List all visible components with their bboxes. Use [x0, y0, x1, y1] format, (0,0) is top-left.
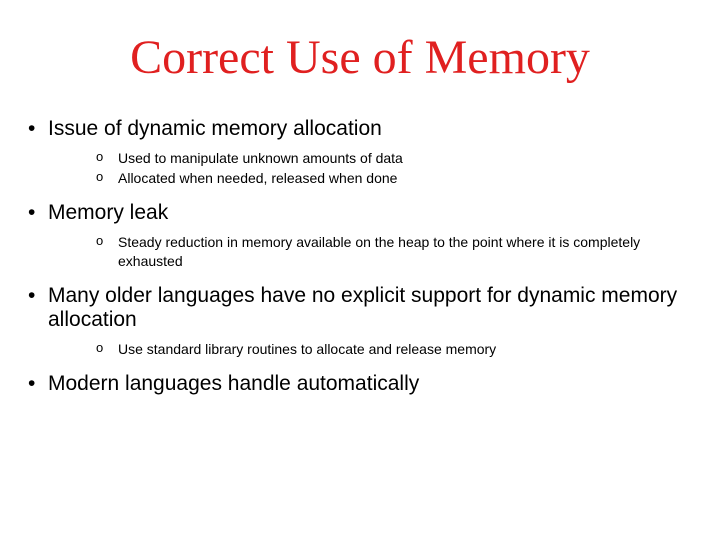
bullet-item: Many older languages have no explicit su… [20, 284, 700, 358]
bullet-item: Issue of dynamic memory allocation Used … [20, 117, 700, 187]
bullet-text: Memory leak [48, 201, 168, 224]
bullet-list: Issue of dynamic memory allocation Used … [20, 117, 700, 396]
sub-bullet-item: Allocated when needed, released when don… [48, 169, 700, 187]
sub-bullet-item: Use standard library routines to allocat… [48, 340, 700, 358]
bullet-item: Modern languages handle automatically [20, 372, 700, 396]
sub-bullet-list: Use standard library routines to allocat… [48, 340, 700, 358]
sub-bullet-list: Used to manipulate unknown amounts of da… [48, 149, 700, 187]
bullet-text: Many older languages have no explicit su… [48, 284, 677, 331]
bullet-text: Issue of dynamic memory allocation [48, 117, 382, 140]
slide-title: Correct Use of Memory [20, 30, 700, 85]
sub-bullet-item: Steady reduction in memory available on … [48, 233, 700, 269]
bullet-text: Modern languages handle automatically [48, 372, 419, 395]
bullet-item: Memory leak Steady reduction in memory a… [20, 201, 700, 269]
sub-bullet-list: Steady reduction in memory available on … [48, 233, 700, 269]
sub-bullet-item: Used to manipulate unknown amounts of da… [48, 149, 700, 167]
